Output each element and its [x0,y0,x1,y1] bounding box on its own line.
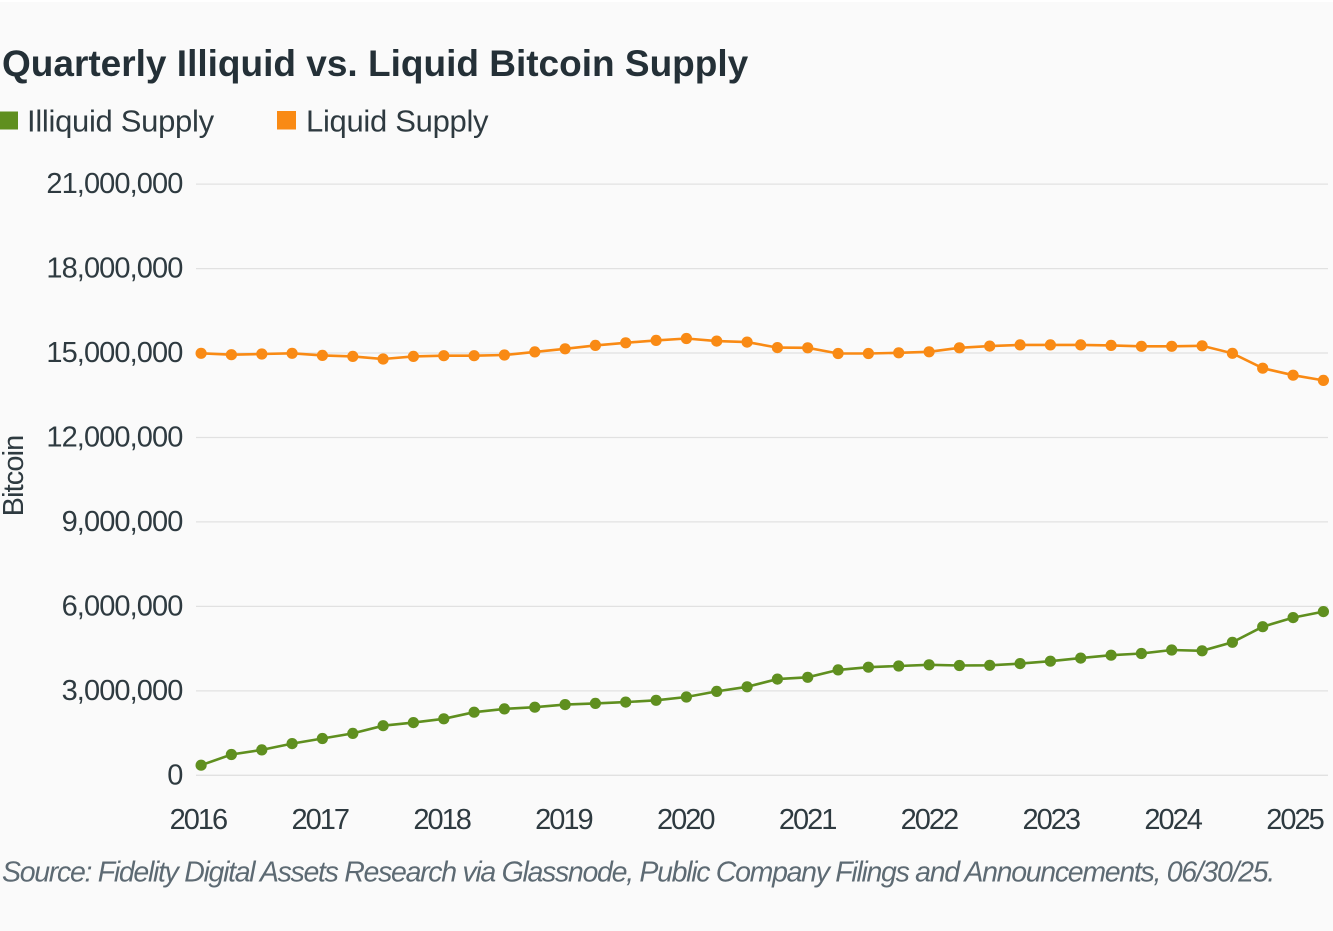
svg-text:Illiquid Supply: Illiquid Supply [27,104,215,139]
svg-text:Quarterly Illiquid vs. Liquid: Quarterly Illiquid vs. Liquid Bitcoin Su… [2,43,749,84]
svg-text:Liquid Supply: Liquid Supply [306,104,489,139]
svg-text:9,000,000: 9,000,000 [62,506,183,538]
svg-text:2018: 2018 [413,804,470,836]
svg-text:0: 0 [167,759,182,791]
svg-text:6,000,000: 6,000,000 [62,590,183,622]
svg-text:3,000,000: 3,000,000 [62,675,183,707]
svg-text:2023: 2023 [1023,804,1080,836]
svg-text:2025: 2025 [1266,804,1323,836]
svg-text:2016: 2016 [170,804,227,836]
svg-text:2022: 2022 [901,804,958,836]
svg-text:21,000,000: 21,000,000 [46,168,182,200]
svg-text:12,000,000: 12,000,000 [46,422,182,454]
svg-text:2020: 2020 [657,804,714,836]
svg-text:15,000,000: 15,000,000 [46,337,182,369]
svg-text:2021: 2021 [779,804,836,836]
svg-text:2017: 2017 [291,804,348,836]
svg-text:18,000,000: 18,000,000 [46,253,182,285]
svg-text:2019: 2019 [535,804,592,836]
svg-text:2024: 2024 [1144,804,1202,836]
svg-text:Source: Fidelity Digital Asset: Source: Fidelity Digital Assets Research… [2,857,1274,889]
svg-text:Bitcoin: Bitcoin [0,436,30,517]
